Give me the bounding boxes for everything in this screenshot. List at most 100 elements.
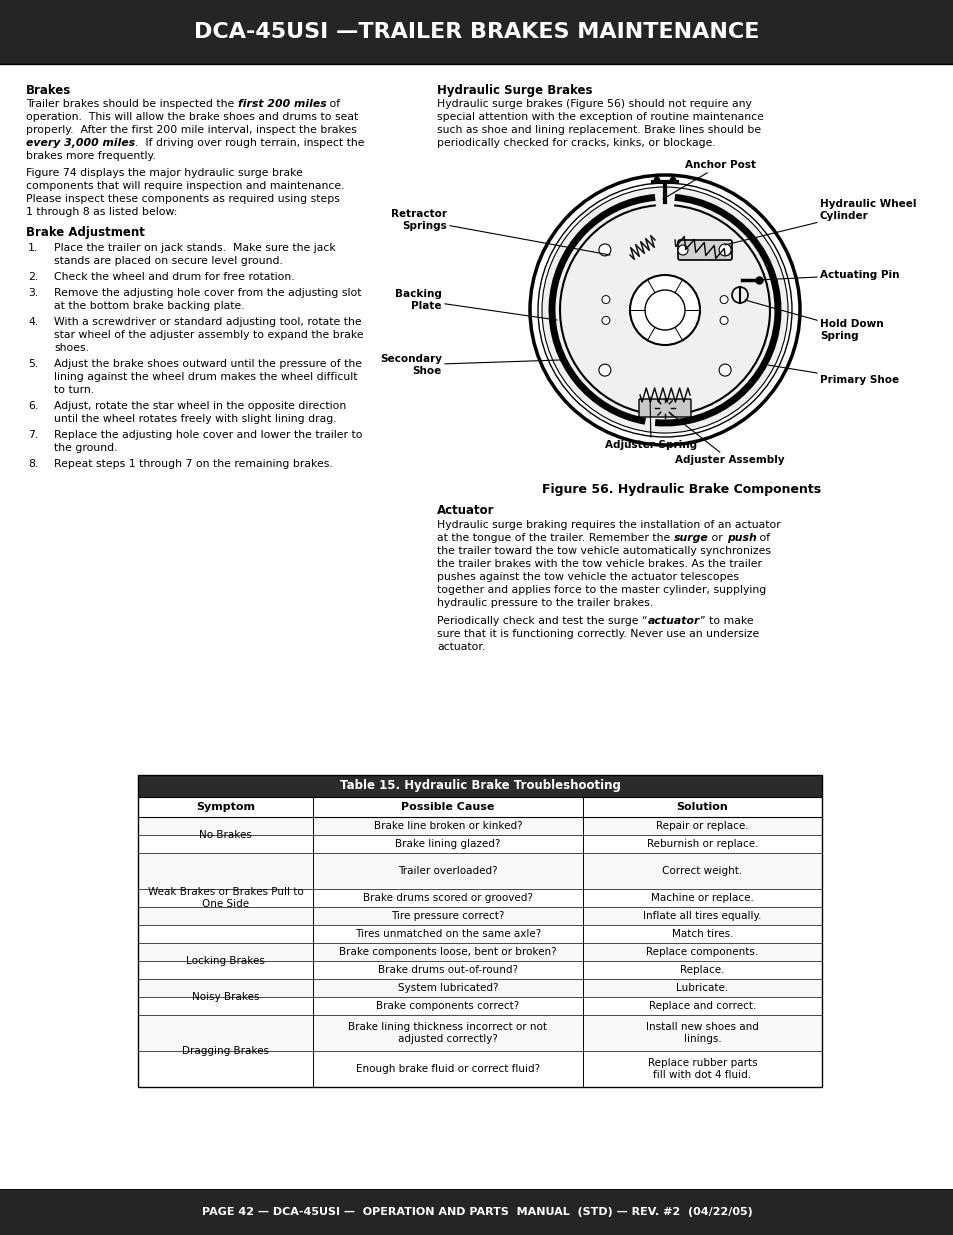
FancyBboxPatch shape xyxy=(138,925,821,944)
Text: Brake lining thickness incorrect or not
adjusted correctly?: Brake lining thickness incorrect or not … xyxy=(348,1023,547,1044)
Circle shape xyxy=(720,295,727,304)
Circle shape xyxy=(719,364,730,377)
Circle shape xyxy=(541,186,787,433)
Text: Replace the adjusting hole cover and lower the trailer to: Replace the adjusting hole cover and low… xyxy=(54,430,362,440)
Text: the trailer toward the tow vehicle automatically synchronizes: the trailer toward the tow vehicle autom… xyxy=(436,546,770,556)
Text: actuator.: actuator. xyxy=(436,642,485,652)
FancyBboxPatch shape xyxy=(138,944,821,961)
Text: Trailer brakes should be inspected the: Trailer brakes should be inspected the xyxy=(26,99,237,109)
Text: Enough brake fluid or correct fluid?: Enough brake fluid or correct fluid? xyxy=(355,1065,539,1074)
Text: to turn.: to turn. xyxy=(54,385,94,395)
Text: shoes.: shoes. xyxy=(54,343,89,353)
Text: Replace.: Replace. xyxy=(679,965,724,974)
Circle shape xyxy=(598,243,610,256)
Text: Backing
Plate: Backing Plate xyxy=(395,289,557,320)
FancyBboxPatch shape xyxy=(138,1015,821,1051)
Text: Brake line broken or kinked?: Brake line broken or kinked? xyxy=(374,821,521,831)
FancyBboxPatch shape xyxy=(138,961,821,979)
Text: of: of xyxy=(326,99,340,109)
Text: Table 15. Hydraulic Brake Troubleshooting: Table 15. Hydraulic Brake Troubleshootin… xyxy=(339,779,619,793)
Text: 7.: 7. xyxy=(28,430,38,440)
Text: Hydraulic Surge Brakes: Hydraulic Surge Brakes xyxy=(436,84,592,98)
Text: DCA-45USI —TRAILER BRAKES MAINTENANCE: DCA-45USI —TRAILER BRAKES MAINTENANCE xyxy=(194,22,759,42)
FancyBboxPatch shape xyxy=(678,240,731,261)
Text: Correct weight.: Correct weight. xyxy=(661,866,741,876)
Text: operation.  This will allow the brake shoes and drums to seat: operation. This will allow the brake sho… xyxy=(26,112,358,122)
FancyBboxPatch shape xyxy=(138,979,821,997)
Text: Remove the adjusting hole cover from the adjusting slot: Remove the adjusting hole cover from the… xyxy=(54,288,361,298)
Text: Replace components.: Replace components. xyxy=(646,947,758,957)
Text: Actuating Pin: Actuating Pin xyxy=(757,270,899,280)
FancyBboxPatch shape xyxy=(138,797,821,818)
Text: push: push xyxy=(726,534,756,543)
FancyBboxPatch shape xyxy=(138,889,821,906)
Text: Secondary
Shoe: Secondary Shoe xyxy=(379,354,559,375)
Text: Repair or replace.: Repair or replace. xyxy=(656,821,748,831)
Text: Hydraulic surge braking requires the installation of an actuator: Hydraulic surge braking requires the ins… xyxy=(436,520,780,530)
Text: Brake drums out-of-round?: Brake drums out-of-round? xyxy=(377,965,517,974)
Circle shape xyxy=(719,243,730,256)
Text: special attention with the exception of routine maintenance: special attention with the exception of … xyxy=(436,112,763,122)
Text: Retractor
Springs: Retractor Springs xyxy=(391,209,609,254)
Text: Adjuster Assembly: Adjuster Assembly xyxy=(669,412,783,466)
Text: PAGE 42 — DCA-45USI —  OPERATION AND PARTS  MANUAL  (STD) — REV. #2  (04/22/05): PAGE 42 — DCA-45USI — OPERATION AND PART… xyxy=(201,1207,752,1216)
Circle shape xyxy=(598,364,610,377)
Text: Possible Cause: Possible Cause xyxy=(401,802,495,811)
Text: Match tires.: Match tires. xyxy=(671,929,733,939)
Text: Reburnish or replace.: Reburnish or replace. xyxy=(646,839,758,848)
FancyBboxPatch shape xyxy=(138,835,821,853)
Text: System lubricated?: System lubricated? xyxy=(397,983,497,993)
Text: the ground.: the ground. xyxy=(54,443,117,453)
Text: Weak Brakes or Brakes Pull to
One Side: Weak Brakes or Brakes Pull to One Side xyxy=(148,887,303,909)
Text: Trailer overloaded?: Trailer overloaded? xyxy=(397,866,497,876)
Text: Tire pressure correct?: Tire pressure correct? xyxy=(391,911,504,921)
Text: Figure 56. Hydraulic Brake Components: Figure 56. Hydraulic Brake Components xyxy=(542,483,821,496)
Text: Symptom: Symptom xyxy=(195,802,254,811)
Text: Adjust the brake shoes outward until the pressure of the: Adjust the brake shoes outward until the… xyxy=(54,359,361,369)
Circle shape xyxy=(629,275,700,345)
Text: components that will require inspection and maintenance.: components that will require inspection … xyxy=(26,182,344,191)
Text: Install new shoes and
linings.: Install new shoes and linings. xyxy=(645,1023,759,1044)
Circle shape xyxy=(669,177,676,183)
FancyBboxPatch shape xyxy=(138,1051,821,1087)
Text: Replace rubber parts
fill with dot 4 fluid.: Replace rubber parts fill with dot 4 flu… xyxy=(647,1058,757,1079)
Text: 8.: 8. xyxy=(28,459,38,469)
Circle shape xyxy=(601,295,609,304)
Text: hydraulic pressure to the trailer brakes.: hydraulic pressure to the trailer brakes… xyxy=(436,598,653,608)
FancyBboxPatch shape xyxy=(138,818,821,835)
Text: No Brakes: No Brakes xyxy=(199,830,252,840)
Text: stands are placed on secure level ground.: stands are placed on secure level ground… xyxy=(54,256,283,266)
Circle shape xyxy=(678,245,687,254)
Text: at the bottom brake backing plate.: at the bottom brake backing plate. xyxy=(54,301,244,311)
Circle shape xyxy=(654,177,659,183)
Text: Brake drums scored or grooved?: Brake drums scored or grooved? xyxy=(363,893,533,903)
Text: 3.: 3. xyxy=(28,288,38,298)
Text: Brake Adjustment: Brake Adjustment xyxy=(26,226,145,240)
Text: Periodically check and test the surge “: Periodically check and test the surge “ xyxy=(436,616,647,626)
Text: star wheel of the adjuster assembly to expand the brake: star wheel of the adjuster assembly to e… xyxy=(54,330,363,340)
Text: actuator: actuator xyxy=(647,616,700,626)
Text: 6.: 6. xyxy=(28,401,38,411)
Text: Machine or replace.: Machine or replace. xyxy=(650,893,753,903)
Text: of: of xyxy=(756,534,770,543)
Text: pushes against the tow vehicle the actuator telescopes: pushes against the tow vehicle the actua… xyxy=(436,572,739,582)
Text: Brake components correct?: Brake components correct? xyxy=(376,1002,519,1011)
Text: Solution: Solution xyxy=(676,802,727,811)
FancyBboxPatch shape xyxy=(0,1189,953,1235)
Text: ” to make: ” to make xyxy=(700,616,753,626)
Text: such as shoe and lining replacement. Brake lines should be: such as shoe and lining replacement. Bra… xyxy=(436,125,760,135)
Text: lining against the wheel drum makes the wheel difficult: lining against the wheel drum makes the … xyxy=(54,372,357,382)
Text: periodically checked for cracks, kinks, or blockage.: periodically checked for cracks, kinks, … xyxy=(436,138,715,148)
FancyBboxPatch shape xyxy=(138,906,821,925)
Text: at the tongue of the trailer. Remember the: at the tongue of the trailer. Remember t… xyxy=(436,534,673,543)
Text: first 200 miles: first 200 miles xyxy=(237,99,326,109)
Text: With a screwdriver or standard adjusting tool, rotate the: With a screwdriver or standard adjusting… xyxy=(54,317,361,327)
Text: Anchor Post: Anchor Post xyxy=(662,161,755,199)
Text: .  If driving over rough terrain, inspect the: . If driving over rough terrain, inspect… xyxy=(135,138,364,148)
Circle shape xyxy=(720,316,727,325)
Text: sure that it is functioning correctly. Never use an undersize: sure that it is functioning correctly. N… xyxy=(436,629,759,638)
FancyBboxPatch shape xyxy=(138,776,821,797)
Text: 5.: 5. xyxy=(28,359,38,369)
Text: the trailer brakes with the tow vehicle brakes. As the trailer: the trailer brakes with the tow vehicle … xyxy=(436,559,761,569)
Text: Adjuster Spring: Adjuster Spring xyxy=(604,396,697,450)
